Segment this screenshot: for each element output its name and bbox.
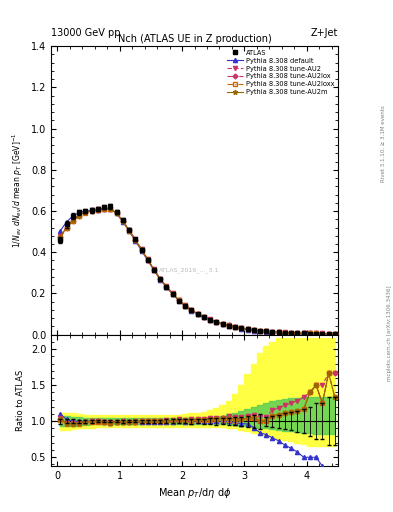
- Text: Z+Jet: Z+Jet: [310, 28, 338, 38]
- Y-axis label: Ratio to ATLAS: Ratio to ATLAS: [16, 370, 25, 431]
- Title: Nch (ATLAS UE in Z production): Nch (ATLAS UE in Z production): [118, 34, 272, 44]
- Text: Rivet 3.1.10, ≥ 3.1M events: Rivet 3.1.10, ≥ 3.1M events: [381, 105, 386, 182]
- Text: ATLAS_2019_..._3.1: ATLAS_2019_..._3.1: [159, 267, 219, 273]
- Text: 13000 GeV pp: 13000 GeV pp: [51, 28, 121, 38]
- Legend: ATLAS, Pythia 8.308 default, Pythia 8.308 tune-AU2, Pythia 8.308 tune-AU2lox, Py: ATLAS, Pythia 8.308 default, Pythia 8.30…: [226, 48, 336, 97]
- Y-axis label: $1/N_{ev}\ dN_{ev}/d\ \mathrm{mean}\ p_T\ [\mathrm{GeV}]^{-1}$: $1/N_{ev}\ dN_{ev}/d\ \mathrm{mean}\ p_T…: [11, 133, 25, 248]
- Text: mcplots.cern.ch [arXiv:1306.3436]: mcplots.cern.ch [arXiv:1306.3436]: [387, 285, 391, 380]
- X-axis label: Mean $p_T$/d$\eta$ d$\phi$: Mean $p_T$/d$\eta$ d$\phi$: [158, 486, 231, 500]
